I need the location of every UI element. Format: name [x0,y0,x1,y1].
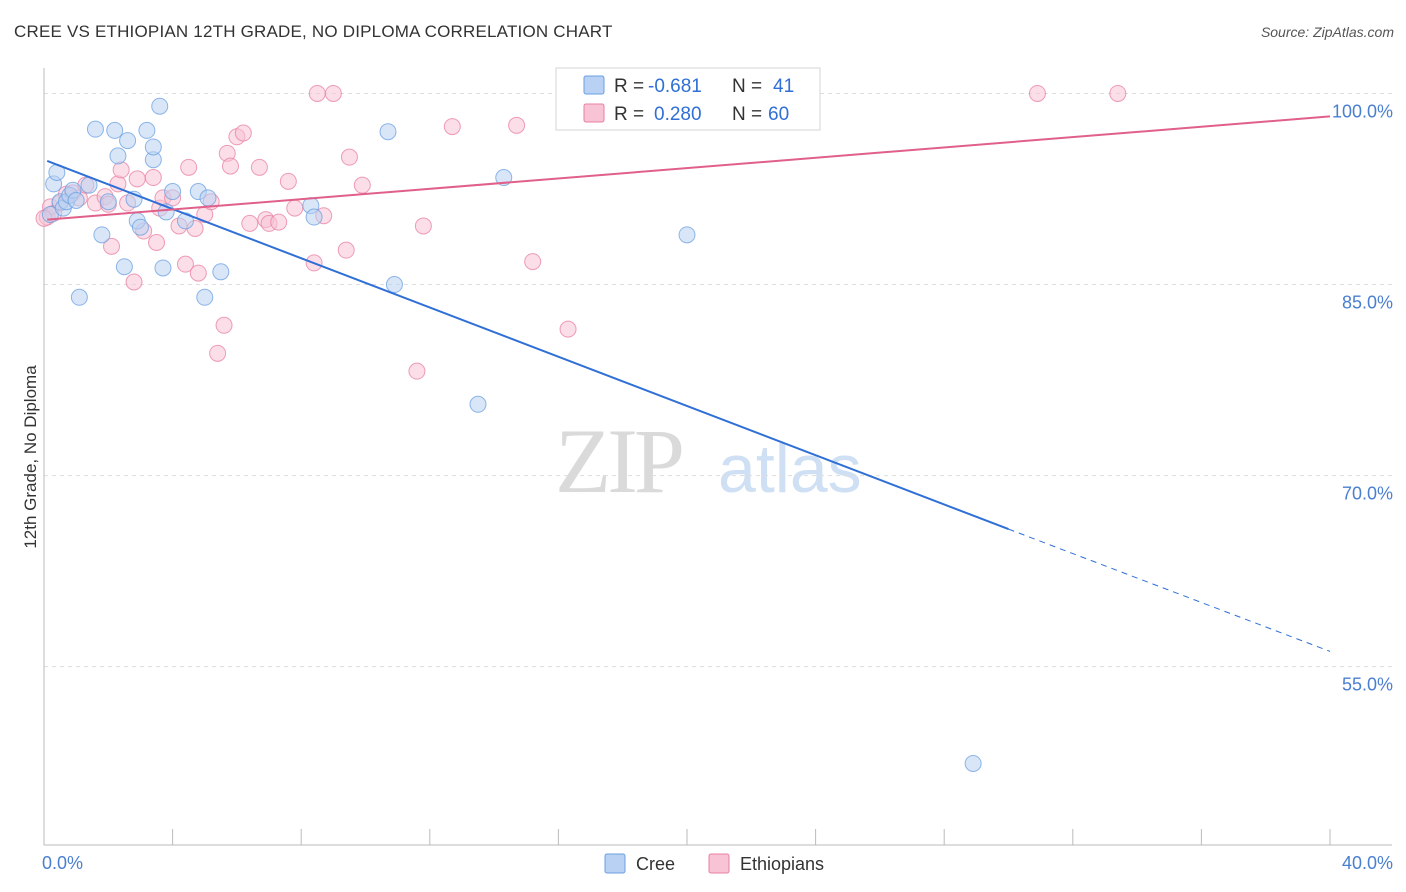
tick-labels: 55.0% 70.0% 85.0% 100.0% 0.0% 40.0% [42,101,1393,873]
ethiopians-point [408,362,426,380]
legend-n-value-cree: 41 [773,76,794,97]
y-tick-label: 55.0% [1342,675,1393,695]
cree-point [379,123,397,141]
ethiopians-point [209,344,227,362]
ethiopians-point [221,157,239,175]
bottom-legend-label-ethiopians[interactable]: Ethiopians [740,854,824,874]
legend-r-label-cree: R = [614,76,644,97]
ethiopians-point [270,213,288,231]
cree-points [41,97,982,772]
cree-point [199,189,217,207]
trend-lines [46,115,1331,652]
ethiopians-point [324,84,342,102]
correlation-legend: R = -0.681 N = 41 R = 0.280 N = 60 [555,67,821,131]
cree-point [131,218,149,236]
cree-point [86,120,104,138]
cree-point [99,193,117,211]
chart-title: CREE VS ETHIOPIAN 12TH GRADE, NO DIPLOMA… [14,22,613,41]
legend-swatch-cree [583,75,605,95]
watermark-zip: ZIP [555,410,682,512]
ethiopians-point [112,161,130,179]
cree-trend-extension [1008,528,1331,652]
cree-point [67,191,85,209]
ethiopians-point [241,214,259,232]
cree-point [109,147,127,165]
ethiopians-point [144,169,162,187]
ethiopians-point [1109,84,1127,102]
axes [43,68,1392,846]
cree-trend-line [46,160,1009,531]
ethiopians-point [337,241,355,259]
source-label: Source: ZipAtlas.com [1260,24,1394,40]
ethiopians-point [125,273,143,291]
series-legend: Cree Ethiopians [604,853,824,874]
ethiopians-point [250,158,268,176]
cree-point [106,121,124,139]
cree-point [385,276,403,294]
cree-point [964,754,982,772]
ethiopians-point [128,170,146,188]
cree-point [138,121,156,139]
x-tick-label: 0.0% [42,853,83,873]
ethiopians-point [524,253,542,271]
ethiopians-point [508,116,526,134]
legend-r-value-cree: -0.681 [648,76,702,97]
legend-r-label-ethiopians: R = [614,104,644,125]
legend-r-value-ethiopians: 0.280 [654,104,702,125]
ethiopians-point [414,217,432,235]
legend-n-label-cree: N = [732,76,762,97]
cree-point [196,288,214,306]
cree-point [119,132,137,150]
y-tick-label: 85.0% [1342,293,1393,313]
legend-n-value-ethiopians: 60 [768,104,789,125]
watermark-atlas: atlas [718,431,862,507]
cree-point [70,288,88,306]
ethiopians-point [148,234,166,252]
ethiopians-point [176,255,194,273]
ethiopians-point [1028,84,1046,102]
cree-point [212,263,230,281]
ethiopians-point [308,84,326,102]
cree-point [144,138,162,156]
cree-point [164,183,182,201]
ethiopians-point [279,172,297,190]
cree-point [305,208,323,226]
watermark: ZIP atlas [555,410,862,512]
cree-point [93,226,111,244]
cree-point [151,97,169,115]
y-tick-label: 100.0% [1332,101,1393,121]
ethiopians-point [234,124,252,142]
ethiopians-point [353,176,371,194]
bottom-legend-label-cree[interactable]: Cree [636,854,675,874]
y-axis-label: 12th Grade, No Diploma [21,365,40,549]
ethiopians-point [340,148,358,166]
ethiopians-trend-line [47,115,1331,221]
ethiopians-point [286,199,304,217]
legend-n-label-ethiopians: N = [732,104,762,125]
cree-point [176,212,194,230]
cree-point [154,259,172,277]
cree-point [469,395,487,413]
legend-swatch-ethiopians [583,103,605,123]
ethiopians-point [559,320,577,338]
bottom-legend-swatch-ethiopians[interactable] [708,853,730,874]
x-tick-label: 40.0% [1342,853,1393,873]
ethiopians-point [189,264,207,282]
y-tick-label: 70.0% [1342,484,1393,504]
ethiopians-point [443,118,461,136]
bottom-legend-swatch-cree[interactable] [604,853,626,874]
gridlines [44,92,1392,668]
cree-point [678,226,696,244]
ethiopians-point [103,237,121,255]
ethiopians-point [180,158,198,176]
ethiopians-point [215,316,233,334]
cree-point [115,258,133,276]
